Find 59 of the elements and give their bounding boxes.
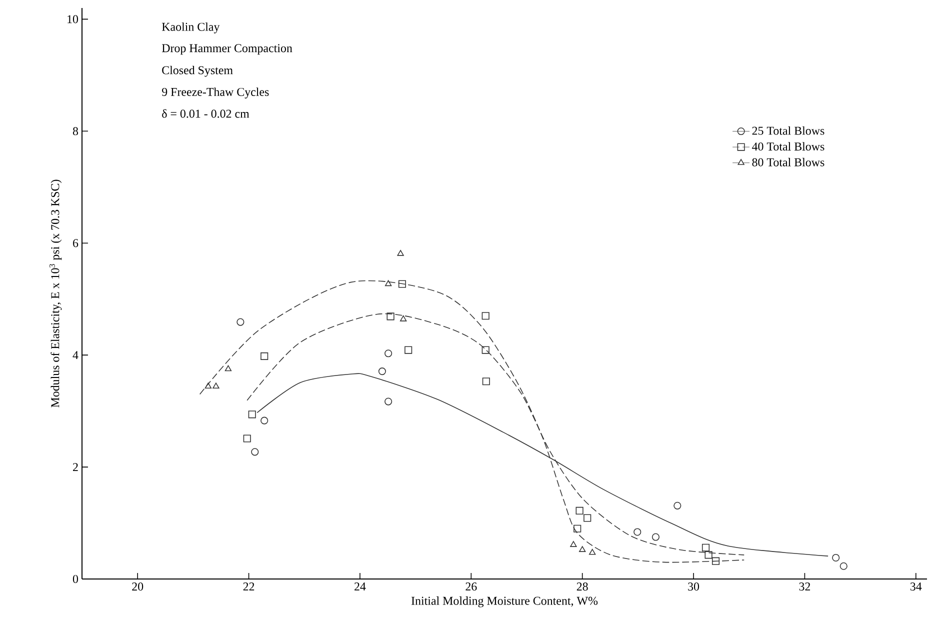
point (248, 410, 256, 418)
point (712, 557, 720, 565)
point (236, 318, 244, 326)
x-tick-label: 24 (354, 582, 366, 590)
x-tick-label: 26 (466, 582, 477, 591)
legend-label: 40 Total Blows (752, 142, 824, 151)
y-tick-label: 0 (72, 574, 78, 584)
legend-label: 80 Total Blows (752, 158, 824, 166)
point (576, 506, 584, 514)
annotation: δ = 0.01 - 0.02 cm (162, 109, 250, 118)
point (584, 514, 592, 522)
x-axis-title: Initial Molding Moisture Content, W% (411, 596, 598, 608)
point (832, 554, 840, 562)
x-tick-label: 28 (576, 582, 588, 591)
annotation: Closed System (162, 66, 233, 77)
point (840, 562, 848, 570)
point (384, 398, 392, 406)
x-tick-label: 32 (799, 582, 810, 591)
point (398, 280, 406, 288)
annotation: 9 Freeze-Thaw Cycles (162, 88, 269, 98)
annotation: Drop Hammer Compaction (162, 44, 292, 55)
annotation: Kaolin Clay (162, 22, 220, 34)
point (384, 350, 392, 358)
point (386, 312, 394, 320)
y-tick-label: 6 (73, 239, 78, 248)
point (212, 382, 220, 389)
point (589, 548, 596, 555)
legend-label: 25 Total Blows (752, 126, 824, 135)
point (243, 434, 251, 442)
point (574, 524, 582, 532)
y-tick-label: 4 (72, 351, 78, 360)
point (674, 502, 682, 510)
point (482, 378, 490, 386)
point (251, 448, 259, 456)
x-tick-label: 30 (688, 582, 700, 591)
point (204, 382, 212, 389)
y-axis-title: Modulus of Elasticity, E x 10$^{3}$ psi (x 70.3 KSC) (49, 180, 62, 408)
point (482, 346, 490, 354)
point (378, 368, 386, 376)
point (397, 250, 404, 256)
y-tick-label: 10 (68, 15, 78, 24)
y-tick-label: 2 (73, 463, 78, 471)
x-tick-label: 34 (910, 582, 922, 591)
point (260, 352, 268, 360)
point (400, 315, 407, 322)
x-tick-label: 22 (243, 582, 254, 590)
point (634, 528, 642, 536)
point (384, 280, 392, 286)
point (260, 416, 268, 424)
point (570, 541, 577, 547)
y-tick-label: 8 (72, 127, 78, 136)
point (482, 312, 490, 320)
x-tick-label: 20 (132, 582, 144, 591)
point (704, 551, 712, 559)
point (404, 346, 412, 354)
point (579, 546, 586, 552)
point (702, 544, 710, 552)
point (652, 533, 660, 541)
point (224, 365, 232, 372)
